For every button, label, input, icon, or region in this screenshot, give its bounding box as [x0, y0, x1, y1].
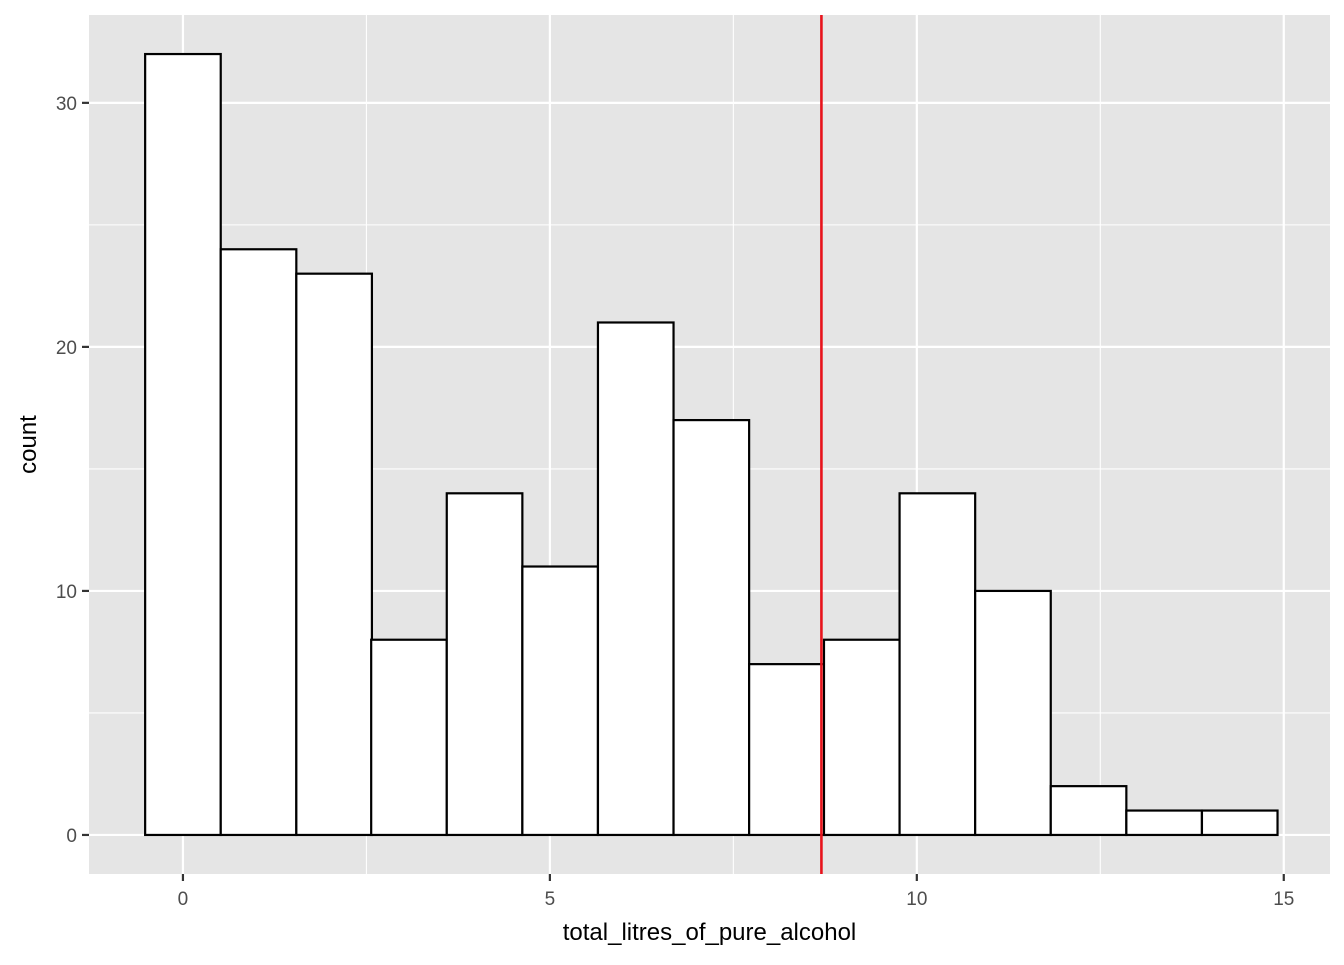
histogram-bar — [144, 52, 222, 837]
x-tick-label: 5 — [545, 889, 556, 910]
y-tick-label: 0 — [66, 826, 77, 847]
histogram-bar — [1049, 785, 1128, 837]
x-tick-label: 15 — [1273, 889, 1294, 910]
y-axis: 0 10 20 30 — [56, 94, 89, 847]
x-axis-title: total_litres_of_pure_alcohol — [563, 919, 857, 946]
x-tick-label: 10 — [906, 889, 927, 910]
x-axis: 0 5 10 15 — [178, 874, 1294, 910]
histogram-bar — [445, 492, 524, 837]
histogram-bar — [1200, 809, 1279, 837]
y-tick-label: 30 — [56, 94, 77, 115]
histogram-bar — [748, 663, 826, 837]
histogram-bar — [370, 638, 448, 837]
histogram-bar — [974, 589, 1052, 837]
histogram-bar — [219, 248, 298, 837]
y-axis-title: count — [15, 415, 42, 474]
y-tick-label: 20 — [56, 338, 77, 359]
histogram-bar — [672, 418, 751, 837]
histogram-bar — [1125, 809, 1204, 837]
histogram-bar — [521, 565, 600, 837]
histogram-bar — [295, 272, 374, 837]
histogram-bar — [596, 321, 675, 837]
histogram-bar — [822, 638, 901, 837]
y-tick-label: 10 — [56, 582, 77, 603]
x-tick-label: 0 — [178, 889, 189, 910]
histogram-bar — [898, 492, 977, 837]
histogram-bars — [144, 52, 1279, 837]
